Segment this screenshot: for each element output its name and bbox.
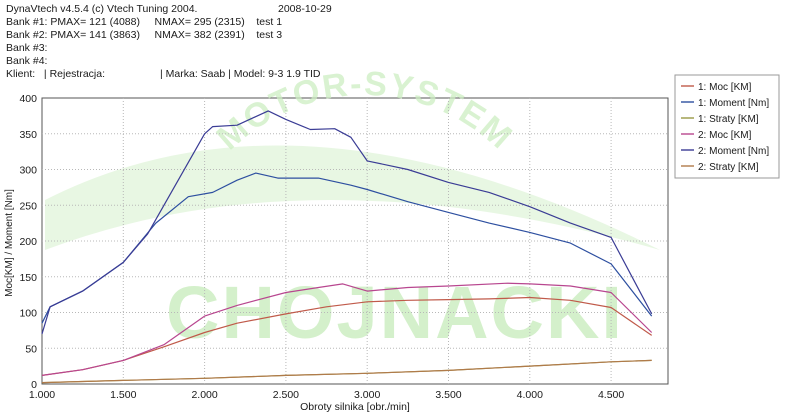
car-info: | Marka: Saab | Model: 9-3 1.9 TID <box>160 68 321 80</box>
legend-item: 1: Moment [Nm] <box>698 98 769 109</box>
bank4-info: Bank #4: <box>6 55 47 67</box>
x-tick-label: 1.500 <box>110 389 136 401</box>
y-tick-label: 50 <box>25 343 37 355</box>
bank1-info: Bank #1: PMAX= 121 (4088) NMAX= 295 (231… <box>6 16 282 28</box>
legend-item: 2: Moment [Nm] <box>698 146 769 157</box>
series-line <box>41 296 653 376</box>
legend-item: 2: Moc [KM] <box>698 130 752 141</box>
bank2-info: Bank #2: PMAX= 141 (3863) NMAX= 382 (239… <box>6 29 282 41</box>
series-line <box>41 110 653 335</box>
x-tick-label: 4.000 <box>517 389 543 401</box>
bank3-info: Bank #3: <box>6 42 47 54</box>
legend-item: 1: Straty [KM] <box>698 114 759 125</box>
watermark-swoosh <box>45 145 660 250</box>
y-tick-label: 0 <box>31 379 37 391</box>
y-tick-label: 100 <box>19 308 37 320</box>
y-axis-label: Moc[KM] / Moment [Nm] <box>4 189 15 297</box>
client-info: Klient: | Rejestracja: <box>6 68 105 80</box>
header: DynaVtech v4.5.4 (c) Vtech Tuning 2004. … <box>6 3 332 80</box>
x-tick-label: 3.000 <box>354 389 380 401</box>
x-axis-label: Obroty silnika [obr./min] <box>300 401 410 413</box>
y-tick-label: 150 <box>19 272 37 284</box>
test-date: 2008-10-29 <box>278 3 332 15</box>
x-axis-ticks: 1.000 1.500 2.000 2.500 3.000 3.500 4.000 4.500 <box>29 389 625 401</box>
app-title: DynaVtech v4.5.4 (c) Vtech Tuning 2004. <box>6 3 197 15</box>
y-tick-label: 300 <box>19 165 37 177</box>
y-tick-label: 350 <box>19 129 37 141</box>
legend-item: 2: Straty [KM] <box>698 162 759 173</box>
x-tick-label: 3.500 <box>435 389 461 401</box>
legend-box[interactable] <box>674 74 780 179</box>
y-tick-label: 400 <box>19 93 37 105</box>
x-tick-label: 1.000 <box>29 389 55 401</box>
legend-item: 1: Moc [KM] <box>698 82 752 93</box>
series-lines <box>41 110 653 384</box>
series-line <box>41 359 652 384</box>
y-tick-label: 200 <box>19 236 37 248</box>
x-tick-label: 2.500 <box>273 389 299 401</box>
series-line <box>41 282 653 376</box>
y-axis-ticks: 0 50 100 150 200 250 300 350 400 <box>19 93 37 391</box>
x-tick-label: 4.500 <box>598 389 624 401</box>
legend: 1: Moc [KM] 1: Moment [Nm] 1: Straty [KM] 2… <box>681 82 769 173</box>
x-tick-label: 2.000 <box>191 389 217 401</box>
y-tick-label: 250 <box>19 200 37 212</box>
grid <box>42 98 668 384</box>
